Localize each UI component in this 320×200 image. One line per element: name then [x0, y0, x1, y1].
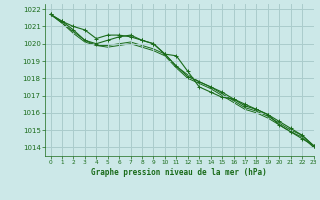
X-axis label: Graphe pression niveau de la mer (hPa): Graphe pression niveau de la mer (hPa)	[91, 168, 267, 177]
